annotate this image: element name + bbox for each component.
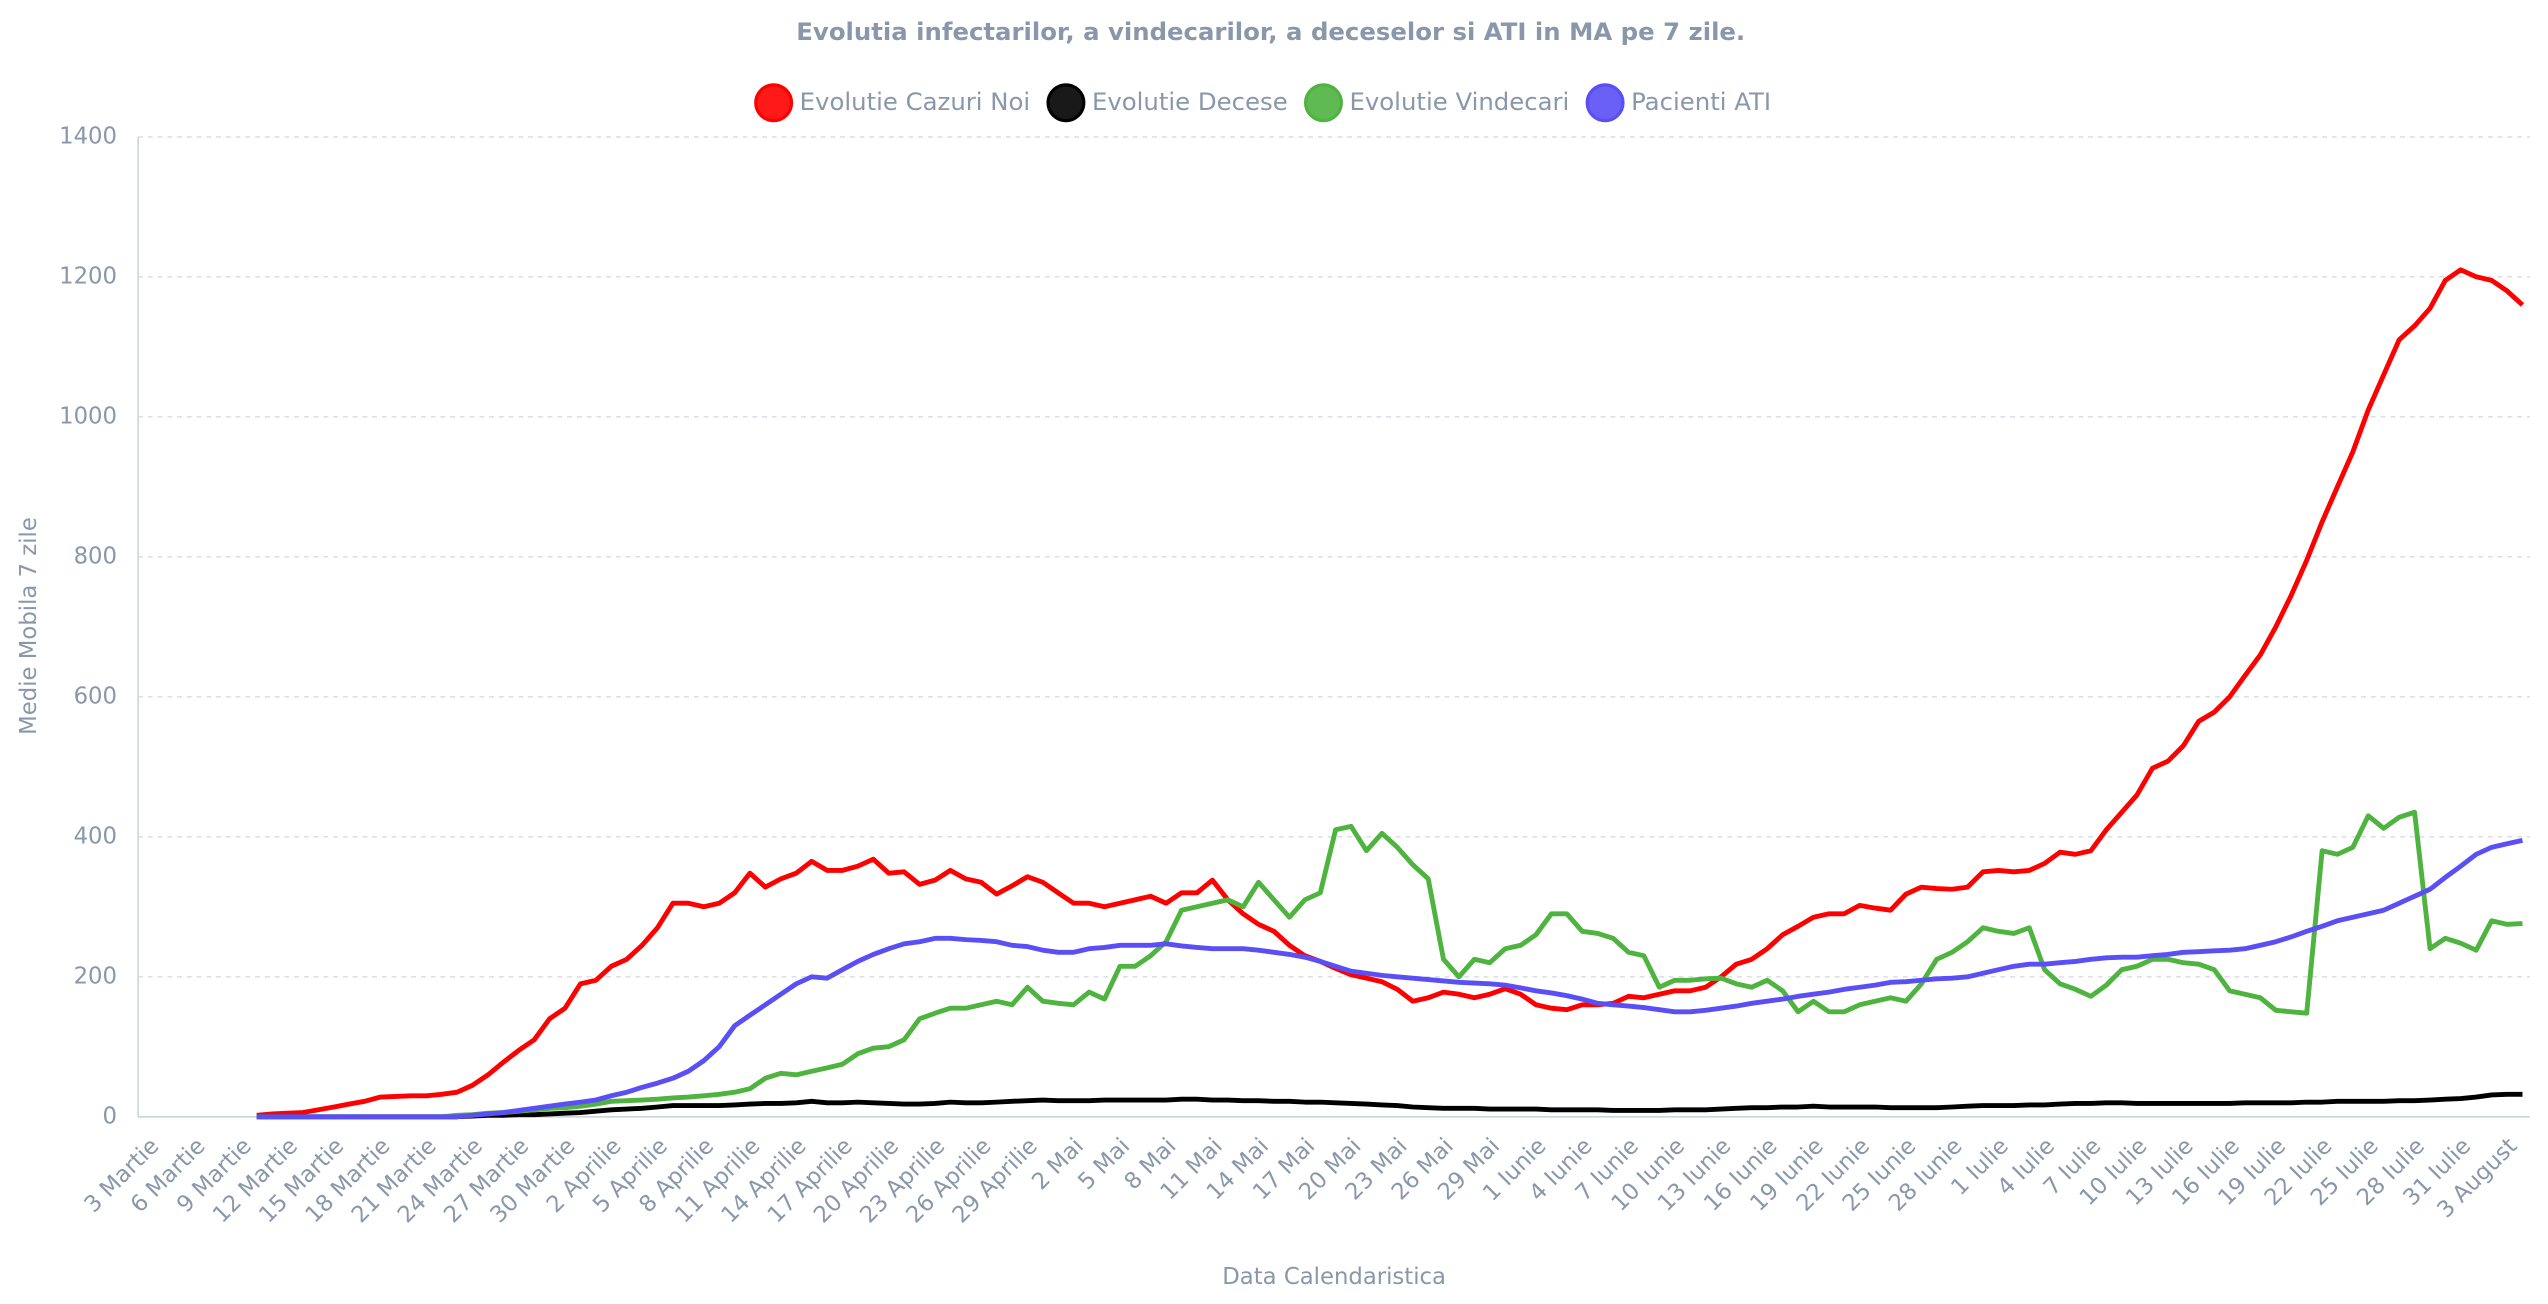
legend-item: Evolutie Decese	[1046, 83, 1288, 123]
legend-item: Pacienti ATI	[1585, 83, 1771, 123]
legend-marker	[1585, 83, 1625, 123]
y-tick-label: 400	[74, 823, 117, 849]
y-tick-label: 1000	[59, 403, 117, 429]
y-tick-label: 600	[74, 683, 117, 709]
legend-item: Evolutie Vindecari	[1303, 83, 1569, 123]
series-line	[256, 837, 2524, 1120]
y-tick-label: 1400	[59, 123, 117, 149]
y-axis-title: Medie Mobila 7 zile	[16, 517, 42, 735]
x-tick-label: 5 Mai	[1073, 1133, 1135, 1195]
series-line	[256, 809, 2523, 1120]
legend-marker	[1303, 83, 1343, 123]
chart-title: Evolutia infectarilor, a vindecarilor, a…	[796, 17, 1745, 46]
legend-label: Pacienti ATI	[1631, 87, 1771, 116]
series-line	[256, 1091, 2523, 1120]
legend-marker	[754, 83, 794, 123]
x-tick-label: 2 Mai	[1027, 1133, 1089, 1195]
series-line	[256, 267, 2525, 1118]
legend-label: Evolutie Cazuri Noi	[800, 87, 1031, 116]
y-tick-label: 200	[74, 963, 117, 989]
legend-label: Evolutie Vindecari	[1349, 87, 1569, 116]
y-tick-label: 800	[74, 543, 117, 569]
legend: Evolutie Cazuri Noi Evolutie Decese Evolut…	[754, 83, 1771, 123]
y-tick-label: 0	[103, 1103, 117, 1129]
legend-label: Evolutie Decese	[1092, 87, 1288, 116]
x-axis-title: Data Calendaristica	[1222, 1264, 1446, 1290]
legend-marker	[1046, 83, 1086, 123]
y-tick-label: 1200	[59, 263, 117, 289]
legend-item: Evolutie Cazuri Noi	[754, 83, 1031, 123]
